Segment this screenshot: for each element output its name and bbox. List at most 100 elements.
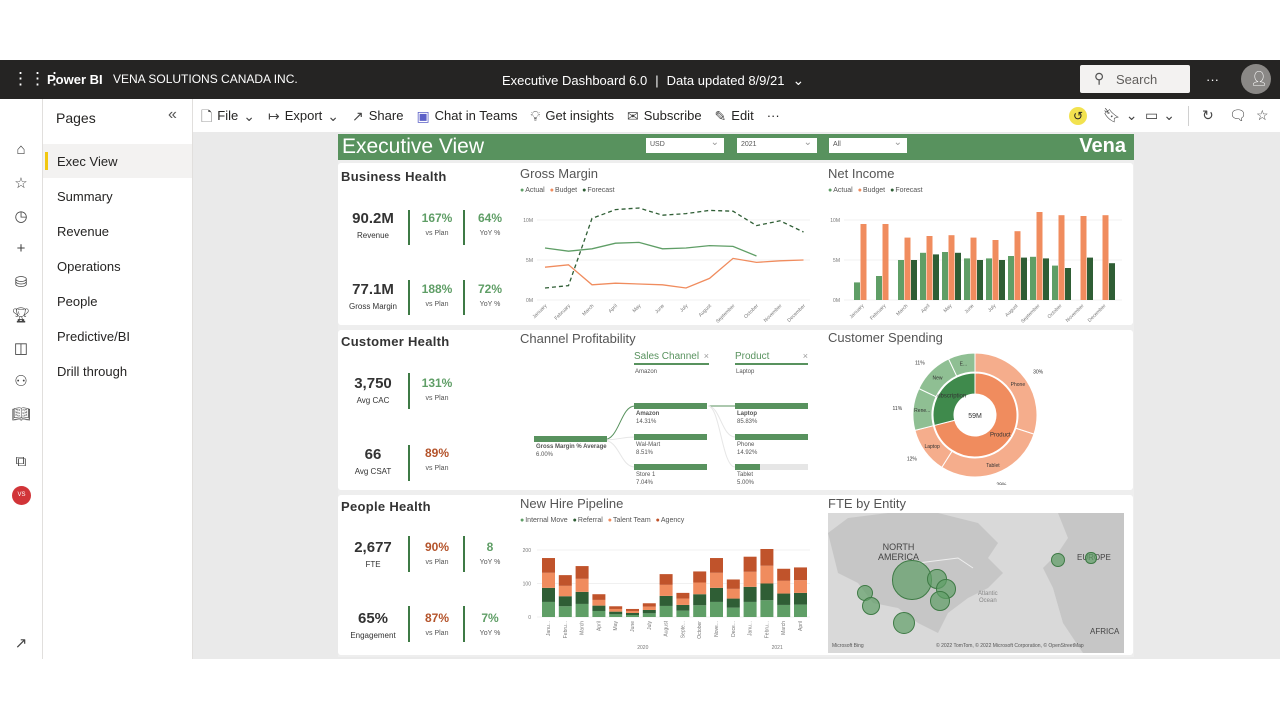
x-tick-label: March [895,303,909,317]
entity-slicer[interactable]: All [829,137,907,153]
currency-slicer[interactable]: USD [646,137,724,153]
gm-yoy: 72% YoY % [468,282,512,308]
year-slicer[interactable]: 2021 [737,137,817,153]
bar-internal-move [693,605,707,617]
refresh-icon[interactable]: ↻ [1202,107,1214,123]
value: 64% [477,211,503,225]
bar-forecast [1109,263,1115,300]
bar-agency [659,574,673,585]
fte-bubble[interactable] [930,591,950,611]
value: 7% [481,611,499,625]
bar-referral [609,611,623,615]
node-bar-track[interactable] [735,403,808,409]
export-menu[interactable]: ↦ Export ⌄ [268,108,339,123]
root-bar[interactable] [534,436,607,442]
fte-bubble[interactable] [1051,553,1065,567]
home-icon[interactable]: ⌂ [16,141,26,158]
page-predictive-bi[interactable]: Predictive/BI [57,329,130,344]
separator: | [655,73,659,88]
legend-actual[interactable]: Actual [828,187,852,194]
map-canvas [828,513,1124,653]
legend-budget[interactable]: Budget [858,187,885,194]
edit-button[interactable]: ✎ Edit [715,108,754,123]
legend-forecast[interactable]: Forecast [582,187,614,194]
x-tick-label: April [920,303,931,314]
page-revenue[interactable]: Revenue [57,224,110,239]
clock-icon[interactable]: ◷ [14,208,28,225]
legend-budget[interactable]: Budget [550,187,577,194]
page-operations[interactable]: Operations [57,259,121,274]
bar-talent-team [726,588,740,599]
bookmark-menu[interactable]: 🔖︎ ⌄ [1103,108,1138,122]
close-icon[interactable]: × [703,351,709,361]
app-launcher-icon[interactable]: ⋮⋮⋮ [12,69,63,88]
bar-referral [760,583,774,601]
file-menu[interactable]: 🗋︎ File ⌄ [201,108,255,123]
fte-bubble[interactable] [1085,552,1097,564]
database-icon[interactable]: ⛁ [14,274,28,291]
node-bar-track[interactable] [634,434,707,440]
kpi-value: 65% [357,610,389,627]
more-button[interactable]: ··· [767,108,780,123]
node-bar-track[interactable] [634,403,707,409]
label: vs Plan [425,559,449,566]
divider [408,445,410,481]
star-icon[interactable]: ☆ [14,175,28,192]
node-bar-track[interactable] [634,464,707,470]
bar-budget [970,237,977,300]
legend-internal-move[interactable]: Internal Move [520,517,567,524]
fte-bubble[interactable] [861,596,881,616]
bar-actual [942,252,948,300]
legend-referral[interactable]: Referral [573,517,603,524]
search-input[interactable]: ⚲ Search [1080,65,1190,93]
bar-internal-move [726,607,740,617]
get-insights-button[interactable]: 💡︎ Get insights [531,108,614,123]
close-icon[interactable]: × [802,351,808,361]
legend-actual[interactable]: Actual [520,187,544,194]
more-options-button[interactable]: ··· [1206,72,1219,87]
favorite-star-icon[interactable]: ☆ [1256,107,1269,123]
apps-icon[interactable]: ◫ [13,340,29,357]
share-button[interactable]: ↗ Share [352,108,403,123]
chevron-down-icon[interactable]: ⌄ [792,72,805,88]
fte-bubble[interactable] [892,611,916,635]
percent-label: 11% [893,406,903,412]
bar-talent-team [794,580,807,593]
bar-forecast [999,260,1005,300]
trophy-icon[interactable]: 🏆︎ [11,307,31,324]
subscribe-button[interactable]: ✉ Subscribe [627,108,702,123]
reset-icon[interactable]: ↺ [1069,107,1087,125]
data-updated[interactable]: Data updated 8/9/21 [666,73,785,88]
legend-talent-team[interactable]: Talent Team [608,517,651,524]
page-summary[interactable]: Summary [57,189,113,204]
fte-bubble[interactable] [892,560,932,600]
page-people[interactable]: People [57,294,98,309]
x-tick-label: March [580,621,586,635]
expand-arrow-icon[interactable]: ↗ [14,635,28,652]
people-icon[interactable]: ⚇ [14,373,28,390]
comment-icon[interactable]: 🗨︎ [1229,107,1247,123]
workspace-avatar[interactable]: VS [12,486,31,505]
collapse-pane-icon[interactable]: « [168,106,177,123]
node-bar-track[interactable] [735,464,808,470]
gross-margin-legend: Actual Budget Forecast [520,187,614,194]
book-icon[interactable]: 📖︎ [11,406,31,423]
workspaces-icon[interactable]: ⧉ [15,453,27,470]
bar-referral [575,591,589,604]
node-bar-track[interactable] [735,434,808,440]
page-drill-through[interactable]: Drill through [57,364,128,379]
export-label: Export [284,108,323,123]
plus-icon[interactable]: + [16,240,26,257]
bar-agency [726,579,740,589]
view-menu[interactable]: ▭ ⌄ [1145,108,1175,122]
chat-in-teams-button[interactable]: ▣ Chat in Teams [416,108,517,123]
y-tick-label: 100 [523,582,532,588]
legend-agency[interactable]: Agency [656,517,684,524]
app-name[interactable]: Power BI [47,72,103,87]
page-exec-view[interactable]: Exec View [43,144,192,178]
legend-forecast[interactable]: Forecast [890,187,922,194]
bar-internal-move [659,605,673,617]
user-avatar[interactable]: 👤︎ [1241,64,1271,94]
node-label: Tablet 5.00% [737,472,755,486]
